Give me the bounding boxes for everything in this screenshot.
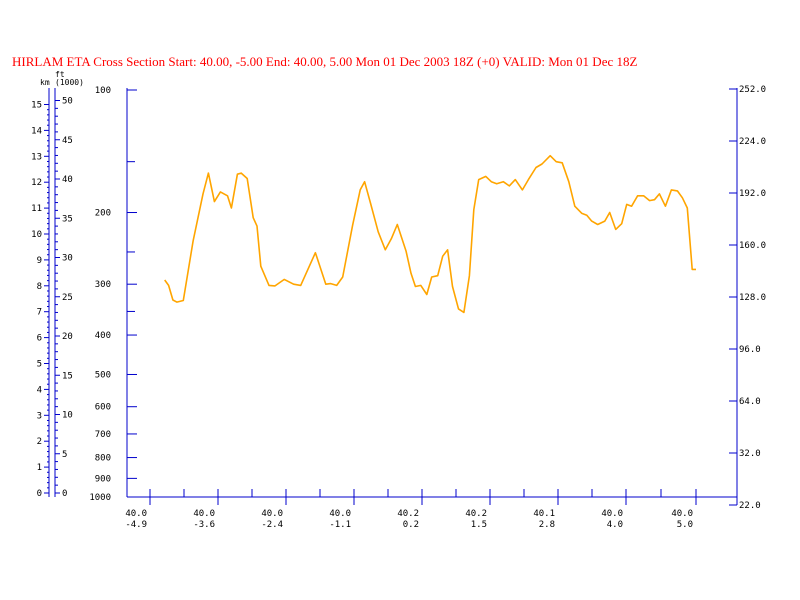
pressure-tick-label: 700 [95, 430, 111, 440]
pressure-ticks: 100 200 300 400 500 600 700 800 900 1000 [89, 86, 137, 503]
chart-title: HIRLAM ETA Cross Section Start: 40.00, -… [12, 54, 638, 69]
km-tick-label: 2 [37, 437, 42, 447]
x-tick-lon-label: -1.1 [329, 520, 351, 530]
series-line [164, 154, 696, 314]
x-tick-lat-label: 40.2 [397, 509, 419, 519]
km-tick-label: 1 [37, 463, 42, 473]
pressure-tick-label: 600 [95, 403, 111, 413]
pressure-tick-label: 800 [95, 454, 111, 464]
ft-axis-unit: ft [55, 70, 65, 79]
km-tick-label: 12 [31, 178, 42, 188]
ft-tick-label: 10 [62, 411, 73, 421]
km-tick-label: 0 [37, 489, 42, 499]
km-tick-label: 3 [37, 411, 42, 421]
plot-area: 100 200 300 400 500 600 700 800 900 1000 22.0 32.0… [89, 85, 766, 530]
ft-tick-label: 15 [62, 371, 73, 381]
ft-ticks: 0 5 10 15 20 25 30 35 40 45 50 [55, 97, 73, 499]
x-tick-lon-label: 4.0 [607, 520, 623, 530]
ft-axis-unit-sub: (1000) [55, 78, 84, 87]
km-axis-unit: km [40, 78, 50, 87]
ft-tick-label: 30 [62, 254, 73, 264]
pressure-tick-label: 300 [95, 280, 111, 290]
right-tick-label: 64.0 [739, 397, 761, 407]
right-tick-label: 22.0 [739, 501, 761, 511]
x-tick-lon-label: -3.6 [193, 520, 215, 530]
ft-tick-label: 25 [62, 293, 73, 303]
km-tick-label: 5 [37, 360, 42, 370]
pressure-tick-label: 100 [95, 86, 111, 96]
pressure-tick-label: 1000 [89, 493, 111, 503]
km-tick-label: 4 [37, 385, 42, 395]
km-tick-label: 14 [31, 126, 42, 136]
km-tick-label: 7 [37, 308, 42, 318]
pressure-tick-label: 500 [95, 370, 111, 380]
ft-tick-label: 20 [62, 332, 73, 342]
km-tick-label: 6 [37, 334, 42, 344]
km-tick-label: 9 [37, 256, 42, 266]
x-tick-lon-label: 5.0 [677, 520, 693, 530]
right-tick-label: 96.0 [739, 345, 761, 355]
right-tick-label: 224.0 [739, 137, 766, 147]
x-tick-lat-label: 40.0 [601, 509, 623, 519]
x-tick-lat-label: 40.0 [125, 509, 147, 519]
series-layer [164, 154, 696, 314]
x-tick-lon-label: 2.8 [539, 520, 555, 530]
ft-tick-label: 5 [62, 450, 67, 460]
x-tick-lat-label: 40.1 [533, 509, 555, 519]
km-tick-label: 8 [37, 282, 42, 292]
right-tick-label: 192.0 [739, 189, 766, 199]
x-tick-lon-label: 1.5 [471, 520, 487, 530]
ft-tick-label: 40 [62, 175, 73, 185]
x-tick-lon-label: 0.2 [403, 520, 419, 530]
x-tick-lat-label: 40.0 [329, 509, 351, 519]
x-tick-lat-label: 40.0 [261, 509, 283, 519]
right-tick-label: 160.0 [739, 241, 766, 251]
right-tick-label: 32.0 [739, 449, 761, 459]
x-tick-lat-label: 40.0 [671, 509, 693, 519]
ft-tick-label: 35 [62, 214, 73, 224]
ft-tick-label: 0 [62, 489, 67, 499]
ft-tick-label: 50 [62, 97, 73, 107]
km-tick-label: 13 [31, 152, 42, 162]
km-tick-label: 15 [31, 101, 42, 111]
x-tick-lon-label: -4.9 [125, 520, 147, 530]
x-axis-ticks: 40.0-4.940.0-3.640.0-2.440.0-1.140.20.24… [125, 489, 697, 530]
ft-tick-label: 45 [62, 136, 73, 146]
pressure-tick-label: 200 [95, 209, 111, 219]
km-tick-label: 11 [31, 204, 42, 214]
x-tick-lon-label: -2.4 [261, 520, 283, 530]
km-tick-label: 10 [31, 230, 42, 240]
right-axis-ticks: 22.0 32.0 64.0 96.0 128.0 160.0 192.0 224.0 252.… [729, 85, 766, 511]
pressure-tick-label: 900 [95, 474, 111, 484]
right-tick-label: 252.0 [739, 85, 766, 95]
x-tick-lat-label: 40.2 [465, 509, 487, 519]
right-tick-label: 128.0 [739, 293, 766, 303]
pressure-tick-label: 400 [95, 331, 111, 341]
x-tick-lat-label: 40.0 [193, 509, 215, 519]
